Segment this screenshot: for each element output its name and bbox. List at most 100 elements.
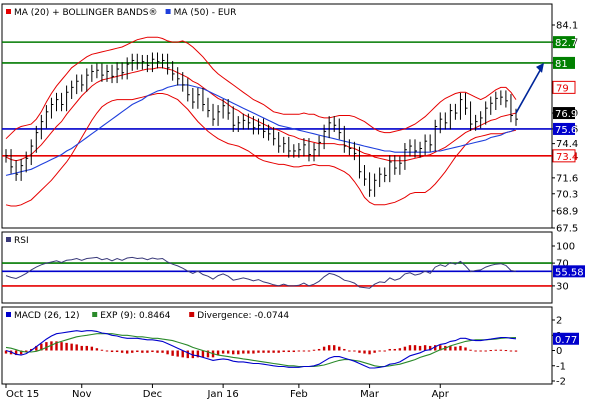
price-y-tick-label: 74.4 [556, 139, 578, 150]
divergence-bar [439, 345, 442, 351]
divergence-bar [191, 350, 195, 359]
price-legend-swatch [165, 9, 171, 14]
divergence-bar [60, 342, 63, 351]
divergence-bar [242, 350, 245, 354]
divergence-bar [368, 350, 371, 355]
x-tick-label: Jan 16 [206, 389, 238, 400]
price-y-tick-label: 70.3 [556, 189, 578, 200]
macd-legend-label: MACD (26, 12) [14, 311, 80, 321]
ma50-line [5, 84, 517, 176]
divergence-bar [363, 350, 366, 354]
macd-panel-frame [1, 306, 553, 385]
divergence-bar [378, 350, 381, 352]
macd-y-tick-label: -2 [556, 377, 566, 388]
price-y-tick-label: 68.9 [556, 206, 578, 217]
price-badge-text: 76.9 [555, 109, 577, 120]
rsi-legend-label: RSI [14, 236, 29, 246]
divergence-bar [30, 348, 33, 351]
divergence-bar [479, 350, 482, 352]
divergence-bar [186, 350, 189, 359]
divergence-bar [75, 344, 78, 351]
divergence-bar [499, 349, 503, 351]
price-legend-label: MA (50) - EUR [174, 8, 237, 18]
price-legend-swatch [6, 9, 11, 14]
macd-y-tick-label: 0 [556, 346, 562, 357]
macd-legend-swatch [189, 312, 195, 317]
rsi-y-tick-label: 100 [556, 242, 575, 253]
divergence-bar [408, 345, 412, 351]
divergence-bar [317, 348, 321, 351]
divergence-bar [489, 350, 492, 352]
x-tick-label: Oct 15 [6, 389, 39, 400]
divergence-bar [373, 350, 376, 353]
price-badge-text: 82.7 [555, 38, 577, 49]
divergence-bar [166, 350, 169, 355]
divergence-bar [100, 349, 104, 351]
price-y-tick-label: 84.1 [556, 21, 578, 32]
rsi-badge-text: 55.58 [555, 267, 584, 278]
divergence-bar [418, 345, 422, 351]
price-legend-label: MA (20) + BOLLINGER BANDS® [14, 8, 158, 18]
macd-y-tick-label: 2 [556, 316, 562, 327]
rsi-line [5, 256, 517, 289]
divergence-bar [252, 350, 255, 354]
divergence-bar [232, 350, 235, 355]
x-tick-label: Apr [432, 389, 450, 400]
divergence-bar [181, 350, 184, 358]
divergence-bar [343, 348, 346, 351]
divergence-bar [327, 345, 331, 351]
divergence-bar [302, 350, 306, 352]
divergence-bar [24, 350, 28, 353]
divergence-bar [206, 350, 210, 358]
macd-legend-swatch [92, 312, 98, 317]
divergence-bar [322, 346, 326, 351]
divergence-bar [90, 346, 94, 351]
divergence-bar [428, 345, 432, 351]
divergence-bar [110, 350, 114, 353]
divergence-bar [80, 345, 83, 351]
price-badge-box [553, 107, 575, 120]
divergence-bar [247, 350, 250, 354]
divergence-bar [196, 350, 200, 358]
divergence-bar [287, 350, 290, 353]
divergence-bar [449, 345, 452, 351]
macd-legend-swatch [6, 312, 11, 317]
divergence-bar [459, 345, 462, 351]
divergence-bar [14, 350, 18, 356]
macd-y-tick-label: -1 [556, 361, 566, 372]
divergence-bar [4, 350, 8, 354]
divergence-bar [201, 350, 205, 358]
divergence-bar [226, 350, 230, 354]
divergence-bar [151, 350, 154, 353]
price-badge-text: 81 [555, 59, 568, 70]
price-badge-box [552, 149, 576, 163]
divergence-bar [464, 347, 467, 351]
price-y-tick-label: 67.5 [556, 224, 578, 235]
divergence-bar [434, 345, 437, 351]
macd-legend-label: EXP (9): 0.8464 [100, 311, 171, 321]
rsi-panel-frame [1, 231, 553, 304]
divergence-bar [35, 345, 38, 351]
divergence-bar [383, 350, 386, 352]
price-badge-text: 73.4 [556, 152, 578, 163]
divergence-bar [333, 345, 336, 351]
x-tick-label: Mar [360, 389, 380, 400]
rsi-y-tick-label: 30 [556, 281, 569, 292]
divergence-bar [95, 348, 99, 351]
bollinger-lower-line [5, 93, 517, 207]
divergence-bar [85, 345, 88, 351]
divergence-bar [338, 346, 341, 351]
x-tick-label: Nov [72, 389, 92, 400]
divergence-bar [348, 350, 351, 352]
price-panel-frame [1, 3, 553, 229]
divergence-bar [237, 350, 240, 355]
ma20-line [5, 67, 517, 162]
divergence-bar [267, 350, 270, 353]
divergence-bar [504, 350, 508, 352]
price-badge-box [553, 122, 575, 135]
exp-line [5, 333, 517, 368]
x-tick-label: Feb [290, 389, 308, 400]
divergence-bar [216, 350, 220, 356]
divergence-bar [403, 346, 407, 351]
